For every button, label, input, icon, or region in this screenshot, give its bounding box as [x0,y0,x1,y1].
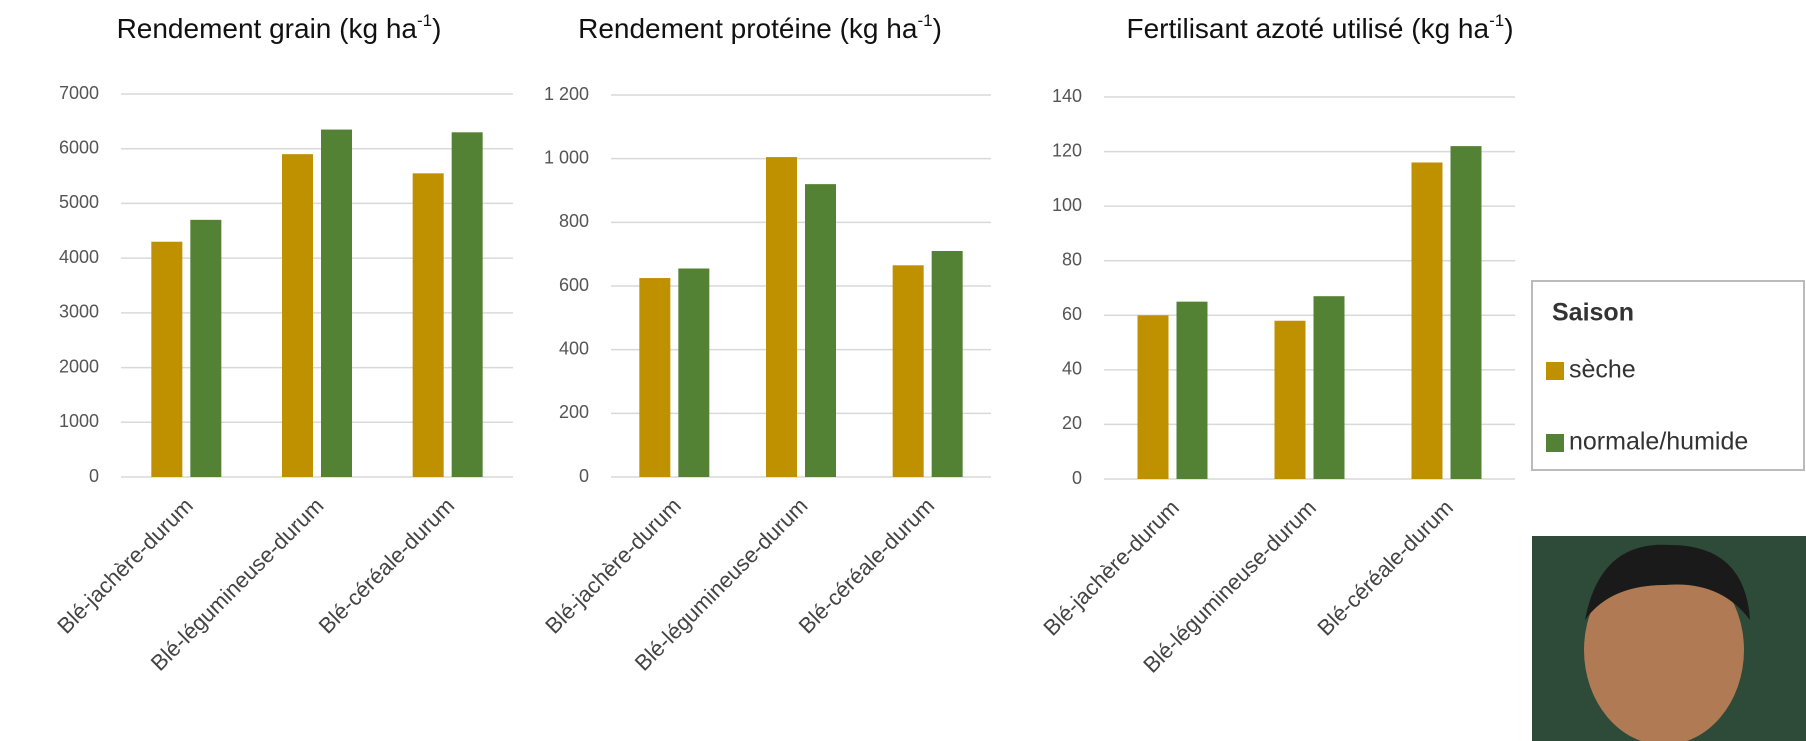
title-end: ) [432,13,441,44]
y-tick-label: 0 [89,466,99,486]
y-tick-label: 200 [559,402,589,422]
chart-title: Fertilisant azoté utilisé (kg ha-1) [1126,11,1513,44]
legend-label: normale/humide [1569,428,1748,456]
y-tick-label: 4000 [59,247,99,267]
bar [932,251,963,477]
bar [805,184,836,477]
y-tick-label: 7000 [59,83,99,103]
bar [151,242,182,477]
title-end: ) [1504,13,1513,44]
page: Saison Rendement grain (kg ha-1)01000200… [0,0,1806,741]
y-tick-label: 1000 [59,411,99,431]
y-tick-label: 20 [1062,413,1082,433]
y-tick-label: 40 [1062,359,1082,379]
bar [1412,162,1443,479]
y-tick-label: 2000 [59,356,99,376]
y-tick-label: 3000 [59,302,99,322]
bar [1275,321,1306,479]
y-tick-label: 600 [559,275,589,295]
bar [321,130,352,477]
legend-swatch [1546,434,1564,452]
legend-label: sèche [1569,356,1636,384]
bar [766,157,797,477]
y-tick-label: 1 200 [544,84,589,104]
title-text: Rendement grain (kg ha [117,13,418,44]
chart-title: Rendement protéine (kg ha-1) [578,11,942,44]
bar [413,173,444,477]
bar [282,154,313,477]
bar [1314,296,1345,479]
y-tick-label: 0 [579,466,589,486]
y-tick-label: 1 000 [544,147,589,167]
y-tick-label: 100 [1052,195,1082,215]
title-text: Rendement protéine (kg ha [578,13,918,44]
bar [1138,315,1169,479]
title-superscript: -1 [417,11,432,30]
y-tick-label: 80 [1062,249,1082,269]
title-superscript: -1 [917,11,932,30]
photo [1532,536,1806,741]
chart-title: Rendement grain (kg ha-1) [117,11,442,44]
bar [639,278,670,477]
y-tick-label: 0 [1072,468,1082,488]
bar [452,132,483,477]
bar [1177,302,1208,479]
y-tick-label: 60 [1062,304,1082,324]
bar [678,268,709,477]
y-tick-label: 400 [559,338,589,358]
legend-swatch [1546,362,1564,380]
bar [1451,146,1482,479]
title-end: ) [933,13,942,44]
y-tick-label: 800 [559,211,589,231]
y-tick-label: 5000 [59,192,99,212]
title-superscript: -1 [1489,11,1504,30]
bar [893,265,924,477]
y-tick-label: 120 [1052,140,1082,160]
legend-title: Saison [1552,299,1634,327]
y-tick-label: 6000 [59,137,99,157]
bar [190,220,221,477]
y-tick-label: 140 [1052,86,1082,106]
title-text: Fertilisant azoté utilisé (kg ha [1126,13,1489,44]
